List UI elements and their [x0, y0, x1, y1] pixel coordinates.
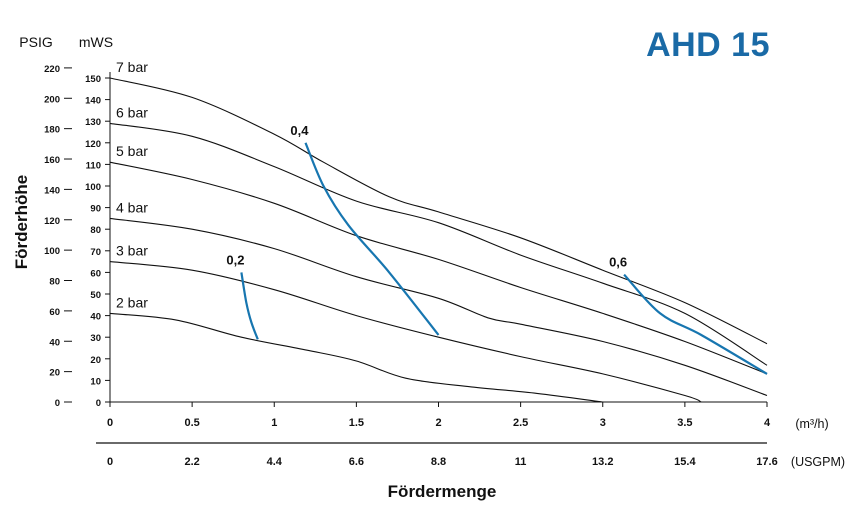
labels-layer: PSIG mWS (m³/h) (USGPM) Förderhöhe Fördermeng…	[12, 34, 845, 501]
x-m3h-tick-label: 1	[271, 417, 277, 429]
x-usgpm-tick-label: 15.4	[674, 456, 696, 468]
mws-tick-label: 90	[90, 204, 101, 215]
air-curve-0-2	[240, 272, 259, 340]
curve-label-3-bar: 3 bar	[116, 243, 148, 259]
psig-tick-label: 40	[49, 337, 60, 348]
x-unit-m3h: (m³/h)	[795, 417, 828, 431]
curve-label-7-bar: 7 bar	[116, 59, 148, 75]
mws-tick-label: 150	[85, 74, 101, 85]
mws-tick-label: 80	[90, 225, 101, 236]
x-m3h-tick-label: 0.5	[184, 417, 199, 429]
y-axis-title: Förderhöhe	[12, 175, 31, 269]
air-label-0-2: 0,2	[226, 252, 244, 267]
x-usgpm-tick-label: 6.6	[349, 456, 364, 468]
mws-tick-label: 130	[85, 117, 101, 128]
curve-label-2-bar: 2 bar	[116, 294, 148, 310]
psig-tick-label: 160	[44, 155, 60, 166]
mws-tick-label: 100	[85, 182, 101, 193]
mws-tick-label: 50	[90, 290, 101, 301]
x-unit-usgpm: (USGPM)	[791, 455, 845, 469]
curve-label-6-bar: 6 bar	[116, 104, 148, 120]
curve-label-4-bar: 4 bar	[116, 199, 148, 215]
mws-tick-label: 110	[86, 160, 101, 171]
mws-tick-label: 40	[90, 312, 101, 323]
x-m3h-tick-label: 3.5	[677, 417, 692, 429]
performance-curve-2-bar	[109, 312, 603, 403]
x-m3h-tick-label: 2.5	[513, 417, 528, 429]
x-usgpm-tick-label: 11	[515, 456, 527, 468]
curves-layer	[109, 77, 768, 403]
x-usgpm-tick-label: 17.6	[756, 456, 777, 468]
mws-tick-label: 20	[90, 355, 101, 366]
x-axis-title: Fördermenge	[388, 482, 497, 501]
air-curve-0-4	[304, 142, 440, 336]
mws-tick-label: 30	[90, 333, 101, 344]
psig-tick-label: 220	[44, 64, 60, 75]
performance-curve-6-bar	[109, 122, 768, 366]
mws-tick-label: 140	[85, 96, 101, 107]
mws-tick-label: 60	[90, 268, 101, 279]
x-m3h-tick-label: 3	[600, 417, 606, 429]
psig-tick-label: 140	[44, 185, 60, 196]
x-m3h-tick-label: 2	[435, 417, 441, 429]
axes-layer: 0102030405060708090100110120130140150020…	[44, 64, 778, 468]
air-curve-0-6	[623, 273, 768, 375]
x-usgpm-tick-label: 4.4	[267, 456, 283, 468]
psig-tick-label: 20	[49, 368, 60, 379]
psig-tick-label: 180	[44, 125, 60, 136]
psig-tick-label: 200	[44, 94, 60, 105]
x-usgpm-tick-label: 8.8	[431, 456, 446, 468]
psig-tick-label: 60	[49, 307, 60, 318]
x-m3h-tick-label: 1.5	[349, 417, 364, 429]
mws-tick-label: 0	[96, 398, 101, 409]
performance-curve-3-bar	[109, 261, 702, 403]
performance-curve-4-bar	[109, 217, 768, 397]
y-unit-mws: mWS	[79, 34, 113, 50]
mws-tick-label: 10	[90, 376, 101, 387]
x-usgpm-tick-label: 2.2	[184, 456, 199, 468]
curve-label-5-bar: 5 bar	[116, 143, 148, 159]
x-usgpm-tick-label: 0	[107, 456, 113, 468]
psig-tick-label: 0	[55, 398, 60, 409]
y-unit-psig: PSIG	[19, 34, 52, 50]
performance-curve-7-bar	[109, 77, 768, 345]
mws-tick-label: 120	[85, 139, 101, 150]
air-layer	[240, 142, 768, 375]
x-usgpm-tick-label: 13.2	[592, 456, 613, 468]
psig-tick-label: 100	[44, 246, 60, 257]
x-m3h-tick-label: 4	[764, 417, 771, 429]
mws-tick-label: 70	[90, 247, 101, 258]
x-m3h-tick-label: 0	[107, 417, 113, 429]
psig-tick-label: 120	[44, 216, 60, 227]
chart-title: AHD 15	[646, 26, 770, 64]
air-label-0-6: 0,6	[609, 255, 627, 270]
air-label-0-4: 0,4	[290, 123, 309, 138]
performance-curve-5-bar	[109, 161, 768, 375]
psig-tick-label: 80	[49, 277, 60, 288]
